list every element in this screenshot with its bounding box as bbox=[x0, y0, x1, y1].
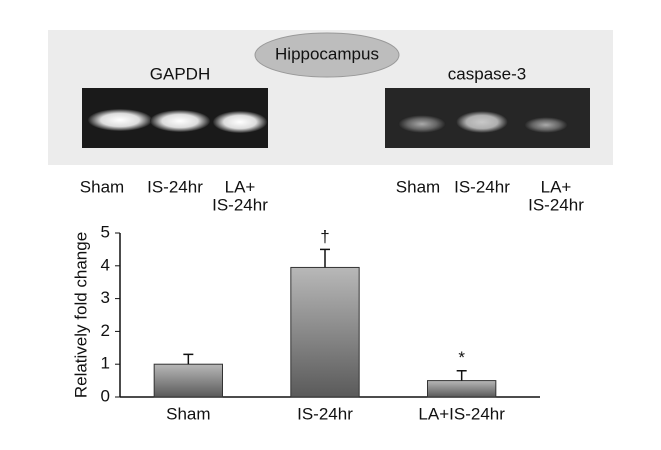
lane-label: IS-24hr bbox=[528, 195, 584, 214]
gel-title: caspase-3 bbox=[448, 64, 526, 83]
significance-mark: * bbox=[458, 348, 465, 367]
y-tick-label: 5 bbox=[101, 222, 110, 241]
lane-label: LA+ bbox=[225, 177, 256, 196]
y-tick-label: 1 bbox=[101, 354, 110, 373]
y-axis-title: Relatively fold change bbox=[71, 232, 90, 398]
region-label-bg bbox=[254, 32, 400, 78]
lane-label: IS-24hr bbox=[454, 177, 510, 196]
gel-band bbox=[524, 117, 568, 133]
bar bbox=[427, 380, 497, 398]
x-tick-label: LA+IS-24hr bbox=[418, 404, 505, 423]
gel-band bbox=[213, 111, 267, 133]
y-tick-label: 3 bbox=[101, 288, 110, 307]
gel-band bbox=[150, 110, 210, 132]
lane-label: IS-24hr bbox=[147, 177, 203, 196]
y-tick-label: 2 bbox=[101, 321, 110, 340]
y-tick-label: 4 bbox=[101, 255, 110, 274]
region-label: Hippocampus bbox=[275, 44, 379, 63]
y-tick-label: 0 bbox=[101, 386, 110, 405]
bar bbox=[153, 363, 224, 398]
lane-label: Sham bbox=[396, 177, 440, 196]
gel-band bbox=[398, 115, 446, 133]
lane-label: IS-24hr bbox=[212, 195, 268, 214]
gel-band bbox=[456, 111, 508, 133]
gel-band bbox=[88, 109, 152, 131]
bar bbox=[290, 266, 360, 398]
gel-title: GAPDH bbox=[150, 64, 210, 83]
lane-label: Sham bbox=[80, 177, 124, 196]
lane-label: LA+ bbox=[541, 177, 572, 196]
x-tick-label: IS-24hr bbox=[297, 404, 353, 423]
significance-mark: † bbox=[320, 227, 329, 246]
x-tick-label: Sham bbox=[166, 404, 210, 423]
